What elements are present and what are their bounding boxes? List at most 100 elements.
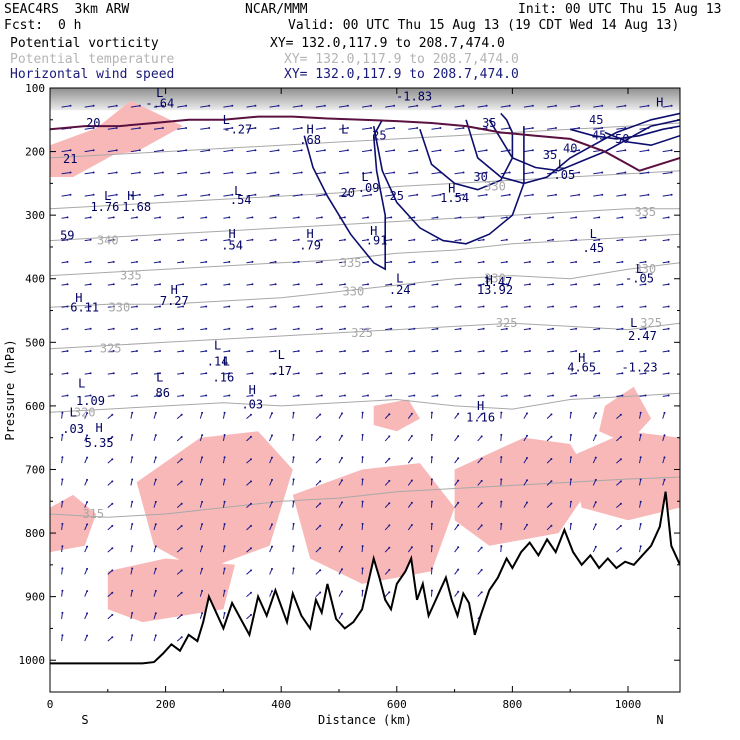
wind-arrow-head xyxy=(320,305,323,308)
wind-arrow xyxy=(431,127,441,130)
wind-arrow xyxy=(269,216,276,219)
wind-arrow xyxy=(477,480,483,486)
wind-arrow-head xyxy=(180,614,183,616)
wind-arrow xyxy=(338,613,343,620)
wind-arrow-head xyxy=(528,327,531,330)
wind-arrow-head xyxy=(462,149,465,152)
wind-contour-label: 35 xyxy=(543,148,557,162)
wind-arrow-head xyxy=(131,589,134,592)
wind-arrow-head xyxy=(89,260,92,263)
wind-arrow-head xyxy=(624,104,627,107)
pv-extremum-label: .79 xyxy=(299,239,321,253)
wind-arrow-head xyxy=(300,193,303,196)
wind-arrow-head xyxy=(361,567,364,570)
wind-arrow-head xyxy=(528,394,531,397)
wind-arrow-head xyxy=(66,372,69,375)
theta-contour-330 xyxy=(50,262,680,308)
wind-arrow-head xyxy=(575,350,578,352)
wind-arrow-head xyxy=(251,216,254,219)
wind-arrow-head xyxy=(135,372,138,375)
wind-arrow-head xyxy=(670,149,673,152)
wind-arrow-head xyxy=(430,433,433,436)
wind-arrow-head xyxy=(319,413,322,416)
wind-arrow xyxy=(407,480,413,486)
wind-arrow xyxy=(292,434,295,441)
wind-arrow-head xyxy=(388,457,391,460)
wind-arrow xyxy=(500,239,507,242)
wind-arrow xyxy=(523,306,530,308)
wind-arrow-head xyxy=(112,238,115,241)
wind-arrow-head xyxy=(390,260,393,263)
wind-arrow-head xyxy=(570,433,572,436)
wind-arrow xyxy=(153,306,161,308)
wind-arrow xyxy=(269,372,276,375)
theta-contour-label: 330 xyxy=(484,180,506,194)
wind-arrow-head xyxy=(341,612,343,615)
wind-arrow-head xyxy=(436,350,439,352)
theta-contour-label: 325 xyxy=(351,326,373,340)
wind-arrow-head xyxy=(578,104,581,107)
wind-arrow xyxy=(616,127,626,130)
wind-arrow-head xyxy=(274,260,277,263)
wind-arrow-head xyxy=(69,104,72,107)
wind-arrow-head xyxy=(416,127,419,129)
wind-arrow xyxy=(84,412,88,419)
wind-arrow-head xyxy=(361,545,364,548)
wind-arrow xyxy=(569,479,572,486)
wind-arrow-head xyxy=(223,434,226,436)
wind-arrow-head xyxy=(277,149,280,152)
wind-arrow xyxy=(639,328,646,331)
theta-contour-label: 335 xyxy=(120,269,142,283)
wind-arrow-head xyxy=(480,524,483,527)
wind-arrow-head xyxy=(138,193,141,196)
wind-arrow-head xyxy=(482,260,485,263)
wind-arrow xyxy=(616,105,626,108)
wind-arrow-head xyxy=(552,394,554,397)
wind-arrow-head xyxy=(111,636,114,639)
wind-arrow-head xyxy=(413,394,416,397)
wind-arrow-head xyxy=(89,216,92,219)
wind-arrow xyxy=(639,216,646,219)
wind-arrow xyxy=(130,127,140,130)
wind-arrow xyxy=(477,525,483,531)
pv-extremum-label: 1.54 xyxy=(440,191,469,205)
wind-arrow-head xyxy=(594,478,597,481)
wind-arrow-head xyxy=(390,216,393,219)
wind-arrow xyxy=(153,350,161,353)
wind-arrow-head xyxy=(457,501,460,504)
wind-arrow xyxy=(292,479,295,486)
wind-arrow xyxy=(477,172,487,175)
wind-arrow xyxy=(130,372,137,375)
wind-arrow-head xyxy=(575,327,578,330)
wind-arrow-head xyxy=(457,479,460,482)
wind-arrow-head xyxy=(185,193,188,196)
wind-arrow-head xyxy=(555,149,557,152)
wind-arrow xyxy=(315,127,325,130)
wind-arrow-head xyxy=(526,479,528,482)
wind-arrow-head xyxy=(208,193,211,196)
wind-arrow-head xyxy=(459,283,462,286)
wind-arrow xyxy=(269,283,276,286)
wind-arrow-head xyxy=(154,456,157,459)
theta-contour-345 xyxy=(50,170,680,210)
wind-arrow-head xyxy=(526,412,528,415)
wind-arrow-head xyxy=(482,238,485,241)
x-tick-label: 1000 xyxy=(615,698,642,711)
wind-arrow-head xyxy=(89,283,92,286)
wind-arrow-head xyxy=(89,327,92,330)
wind-arrow-head xyxy=(555,171,557,174)
wind-arrow-head xyxy=(297,260,300,263)
wind-arrow-head xyxy=(367,216,369,219)
wind-arrow-head xyxy=(323,127,326,129)
wind-arrow xyxy=(477,547,483,553)
pv-extremum-label: H xyxy=(306,122,313,136)
wind-arrow-head xyxy=(367,238,369,241)
wind-arrow xyxy=(385,395,392,397)
pv-extremum-label: -.08 xyxy=(697,204,726,218)
wind-arrow-head xyxy=(485,193,488,196)
wind-arrow-head xyxy=(594,523,597,526)
pv-extremum-label: H xyxy=(370,224,377,238)
wind-contour-label: 50 xyxy=(615,132,629,146)
wind-arrow-head xyxy=(112,260,115,263)
wind-arrow-head xyxy=(154,589,157,592)
